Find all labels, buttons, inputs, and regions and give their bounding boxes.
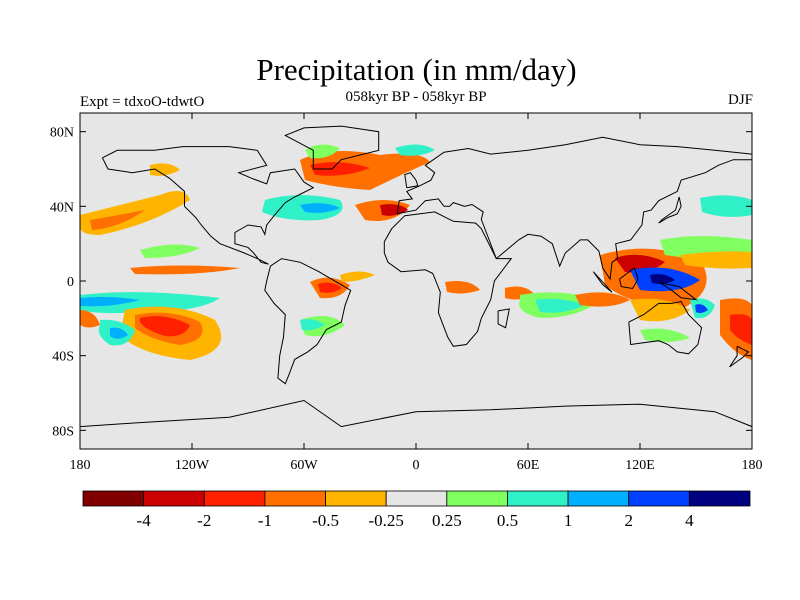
lat-tick-label: 80S — [52, 424, 74, 439]
colorbar-label: -2 — [197, 511, 211, 530]
anomaly-sw-pacific-dry-core — [730, 314, 752, 345]
anomaly-north-atlantic — [300, 151, 430, 190]
anomaly-nordic — [395, 144, 435, 156]
coastline — [497, 308, 510, 329]
anomaly-far-sw-pacific — [80, 310, 100, 328]
lon-tick-label: 180 — [70, 458, 91, 473]
coastline — [628, 300, 703, 355]
colorbar-label: -0.5 — [312, 511, 339, 530]
coastline — [396, 136, 752, 214]
anomaly-amazon-core — [318, 282, 342, 293]
coastline — [729, 345, 750, 368]
anomaly-warm-pool-wet-core — [650, 274, 675, 284]
coastline — [80, 399, 752, 428]
longitude-axis: 180 120W 60W 0 60E 120E 180 — [70, 113, 763, 473]
season-label: DJF — [727, 92, 753, 108]
colorbar-swatch — [688, 490, 751, 507]
colorbar-swatch — [82, 490, 145, 507]
coastline — [592, 271, 613, 293]
colorbar-swatch — [325, 490, 387, 507]
anomaly-south-pacific-dry-core — [140, 316, 190, 337]
colorbar-swatch — [446, 490, 508, 507]
colorbar-swatch — [264, 490, 326, 507]
colorbar-label: -4 — [137, 511, 152, 530]
coastline — [284, 125, 380, 170]
colorbar-label: -1 — [258, 511, 272, 530]
lon-tick-label: 120E — [625, 458, 655, 473]
colorbar-label: 0.5 — [497, 511, 518, 530]
colorbar-label: -0.25 — [368, 511, 403, 530]
lat-tick-label: 40N — [50, 200, 74, 215]
colorbar-label: 4 — [685, 511, 694, 530]
experiment-label: Expt = tdxoO-tdwtO — [80, 94, 205, 110]
anomaly-south-pacific-blue-core — [110, 327, 128, 339]
anomaly-south-pacific-wet-core — [80, 296, 140, 307]
lat-tick-label: 40S — [52, 350, 74, 365]
anomaly-north-atlantic-core — [310, 162, 370, 176]
coastline — [404, 172, 419, 189]
coastlines — [80, 125, 752, 428]
colorbar-swatch — [385, 490, 448, 507]
anomaly-tropical-atlantic — [340, 271, 375, 282]
anomaly-aus-north — [630, 298, 690, 322]
colorbar-swatch — [628, 490, 690, 507]
anomaly-north-pacific-core — [90, 210, 145, 230]
coastline — [264, 258, 352, 385]
anomaly-central-indian — [575, 292, 630, 307]
anomaly-nw-pacific — [150, 163, 180, 176]
anomaly-atlantic-wet-2 — [300, 203, 340, 213]
anomaly-nw-pacific-wet — [700, 195, 752, 217]
coastline — [101, 146, 315, 265]
period-label: 058kyr BP - 058kyr BP — [345, 89, 487, 105]
coastline — [383, 211, 513, 347]
precipitation-anomaly-field — [80, 144, 752, 360]
lon-tick-label: 120W — [175, 458, 210, 473]
colorbar: -4 -2 -1 -0.5 -0.25 0.25 0.5 1 2 4 — [82, 490, 751, 530]
coastline — [619, 267, 639, 290]
anomaly-west-pacific-orange — [680, 251, 752, 269]
anomaly-indian-ocean-core — [535, 298, 585, 313]
lon-tick-label: 0 — [413, 458, 420, 473]
lon-tick-label: 180 — [742, 458, 763, 473]
coastline — [397, 159, 752, 281]
latitude-axis: 80N 40N 0 40S 80S — [50, 126, 752, 439]
colorbar-swatch — [203, 490, 266, 507]
colorbar-label: 2 — [624, 511, 633, 530]
anomaly-africa-eq — [445, 281, 480, 294]
colorbar-swatch — [567, 490, 630, 507]
colorbar-label: 0.25 — [432, 511, 462, 530]
lon-tick-label: 60E — [517, 458, 540, 473]
anomaly-eq-pacific — [130, 265, 240, 275]
coastline — [660, 282, 698, 301]
anomaly-south-atlantic-core — [300, 319, 325, 331]
lon-tick-label: 60W — [290, 458, 318, 473]
lat-tick-label: 80N — [50, 126, 74, 141]
anomaly-aus-east-core — [695, 304, 708, 314]
colorbar-label: 1 — [564, 511, 573, 530]
anomaly-central-pacific — [140, 244, 200, 258]
lat-tick-label: 0 — [67, 275, 74, 290]
anomaly-south-indian-green — [640, 328, 690, 343]
colorbar-swatch — [507, 490, 569, 507]
coastline — [658, 196, 682, 224]
chart-title: Precipitation (in mm/day) — [256, 52, 577, 87]
colorbar-swatch — [143, 490, 205, 507]
